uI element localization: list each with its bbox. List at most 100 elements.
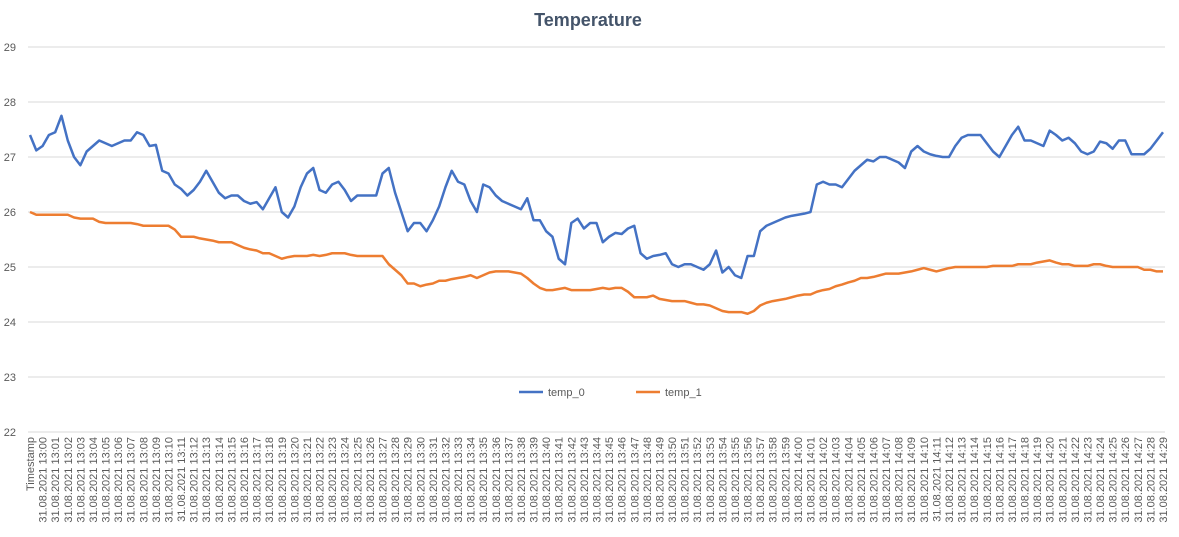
y-tick-label: 27 xyxy=(4,152,16,164)
x-tick-label: 31.08.2021 13:07 xyxy=(126,437,138,523)
x-tick-label: 31.08.2021 13:36 xyxy=(491,437,503,523)
x-tick-label: 31.08.2021 14:04 xyxy=(843,437,855,523)
y-tick-label: 23 xyxy=(4,372,16,384)
x-tick-label: 31.08.2021 14:26 xyxy=(1120,437,1132,523)
x-tick-label: Timestamp xyxy=(25,437,37,491)
x-tick-label: 31.08.2021 13:39 xyxy=(529,437,541,523)
x-tick-label: 31.08.2021 13:40 xyxy=(541,437,553,523)
x-tick-label: 31.08.2021 14:06 xyxy=(868,437,880,523)
y-tick-label: 29 xyxy=(4,42,16,54)
x-tick-label: 31.08.2021 13:24 xyxy=(340,437,352,523)
x-tick-label: 31.08.2021 14:23 xyxy=(1082,437,1094,523)
x-tick-label: 31.08.2021 13:27 xyxy=(377,437,389,523)
x-tick-label: 31.08.2021 13:05 xyxy=(101,437,113,523)
x-tick-label: 31.08.2021 13:23 xyxy=(327,437,339,523)
x-tick-label: 31.08.2021 13:30 xyxy=(415,437,427,523)
x-tick-label: 31.08.2021 13:01 xyxy=(50,437,62,523)
series-line xyxy=(28,114,1164,280)
x-tick-label: 31.08.2021 13:15 xyxy=(226,437,238,523)
x-tick-label: 31.08.2021 14:16 xyxy=(994,437,1006,523)
x-tick-label: 31.08.2021 14:21 xyxy=(1057,437,1069,523)
x-tick-label: 31.08.2021 14:11 xyxy=(931,437,943,522)
x-tick-label: 31.08.2021 13:46 xyxy=(617,437,629,523)
x-tick-label: 31.08.2021 13:44 xyxy=(592,437,604,523)
x-tick-label: 31.08.2021 13:58 xyxy=(768,437,780,523)
x-tick-label: 31.08.2021 13:41 xyxy=(554,437,566,523)
x-tick-label: 31.08.2021 13:45 xyxy=(604,437,616,523)
x-tick-label: 31.08.2021 13:13 xyxy=(201,437,213,523)
x-tick-label: 31.08.2021 13:21 xyxy=(302,437,314,523)
x-tick-label: 31.08.2021 13:04 xyxy=(88,437,100,523)
x-tick-label: 31.08.2021 13:19 xyxy=(277,437,289,523)
x-tick-label: 31.08.2021 13:54 xyxy=(717,437,729,523)
x-tick-label: 31.08.2021 13:34 xyxy=(466,437,478,523)
x-tick-label: 31.08.2021 13:22 xyxy=(315,437,327,523)
x-tick-label: 31.08.2021 14:07 xyxy=(881,437,893,523)
x-tick-label: 31.08.2021 14:24 xyxy=(1095,437,1107,523)
x-tick-label: 31.08.2021 14:22 xyxy=(1070,437,1082,523)
x-tick-label: 31.08.2021 13:31 xyxy=(428,437,440,523)
x-tick-label: 31.08.2021 14:29 xyxy=(1158,437,1170,523)
x-tick-label: 31.08.2021 13:00 xyxy=(38,437,50,523)
x-tick-label: 31.08.2021 13:18 xyxy=(264,437,276,523)
x-tick-label: 31.08.2021 13:25 xyxy=(352,437,364,523)
x-tick-label: 31.08.2021 13:53 xyxy=(705,437,717,523)
x-tick-label: 31.08.2021 14:01 xyxy=(806,437,818,523)
x-tick-label: 31.08.2021 13:48 xyxy=(642,437,654,523)
y-tick-label: 28 xyxy=(4,97,16,109)
x-tick-label: 31.08.2021 13:06 xyxy=(113,437,125,523)
x-tick-label: 31.08.2021 14:19 xyxy=(1032,437,1044,523)
y-tick-label: 24 xyxy=(4,317,16,329)
x-tick-label: 31.08.2021 14:09 xyxy=(906,437,918,523)
x-tick-label: 31.08.2021 13:51 xyxy=(680,437,692,523)
y-tick-label: 26 xyxy=(4,207,16,219)
x-tick-label: 31.08.2021 14:14 xyxy=(969,437,981,523)
x-tick-label: 31.08.2021 14:05 xyxy=(856,437,868,523)
x-tick-label: 31.08.2021 13:26 xyxy=(365,437,377,523)
series-line xyxy=(29,210,1163,315)
x-tick-label: 31.08.2021 14:27 xyxy=(1133,437,1145,523)
x-tick-label: 31.08.2021 13:57 xyxy=(755,437,767,523)
x-tick-label: 31.08.2021 14:15 xyxy=(982,437,994,523)
x-tick-label: 31.08.2021 13:50 xyxy=(667,437,679,523)
x-tick-label: 31.08.2021 14:18 xyxy=(1020,437,1032,523)
x-tick-label: 31.08.2021 14:17 xyxy=(1007,437,1019,523)
y-tick-label: 25 xyxy=(4,262,16,274)
x-tick-label: 31.08.2021 13:02 xyxy=(63,437,75,523)
x-tick-label: 31.08.2021 13:55 xyxy=(730,437,742,523)
x-tick-label: 31.08.2021 13:56 xyxy=(743,437,755,523)
x-tick-label: 31.08.2021 14:08 xyxy=(894,437,906,523)
x-tick-label: 31.08.2021 13:42 xyxy=(566,437,578,523)
x-tick-label: 31.08.2021 14:25 xyxy=(1108,437,1120,523)
x-tick-label: 31.08.2021 13:20 xyxy=(289,437,301,523)
x-tick-label: 31.08.2021 13:03 xyxy=(75,437,87,523)
legend-label: temp_0 xyxy=(548,387,585,399)
x-tick-label: 31.08.2021 13:09 xyxy=(151,437,163,523)
x-tick-label: 31.08.2021 13:10 xyxy=(163,437,175,523)
x-tick-label: 31.08.2021 13:28 xyxy=(390,437,402,523)
x-tick-label: 31.08.2021 13:37 xyxy=(503,437,515,523)
x-tick-label: 31.08.2021 13:08 xyxy=(138,437,150,523)
x-tick-label: 31.08.2021 13:47 xyxy=(629,437,641,523)
x-tick-label: 31.08.2021 14:13 xyxy=(957,437,969,523)
x-tick-label: 31.08.2021 13:29 xyxy=(403,437,415,523)
x-tick-label: 31.08.2021 13:17 xyxy=(252,437,264,523)
x-tick-label: 31.08.2021 13:14 xyxy=(214,437,226,523)
x-tick-label: 31.08.2021 14:02 xyxy=(818,437,830,523)
x-tick-label: 31.08.2021 13:52 xyxy=(692,437,704,523)
x-tick-label: 31.08.2021 13:35 xyxy=(478,437,490,523)
x-tick-label: 31.08.2021 13:43 xyxy=(579,437,591,523)
x-tick-label: 31.08.2021 13:11 xyxy=(176,437,188,522)
chart-title: Temperature xyxy=(534,10,642,30)
x-tick-label: 31.08.2021 13:12 xyxy=(189,437,201,523)
x-tick-label: 31.08.2021 13:33 xyxy=(453,437,465,523)
y-tick-label: 22 xyxy=(4,427,16,439)
x-tick-label: 31.08.2021 13:59 xyxy=(780,437,792,523)
x-tick-label: 31.08.2021 14:28 xyxy=(1145,437,1157,523)
x-tick-label: 31.08.2021 14:20 xyxy=(1045,437,1057,523)
x-tick-label: 31.08.2021 13:16 xyxy=(239,437,251,523)
x-tick-label: 31.08.2021 14:00 xyxy=(793,437,805,523)
x-tick-label: 31.08.2021 14:10 xyxy=(919,437,931,523)
x-tick-label: 31.08.2021 13:32 xyxy=(440,437,452,523)
